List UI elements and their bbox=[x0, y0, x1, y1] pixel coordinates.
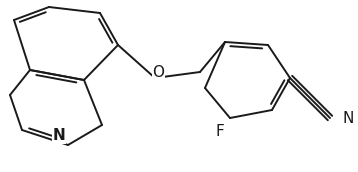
Text: F: F bbox=[216, 124, 224, 139]
Text: N: N bbox=[52, 128, 65, 143]
Text: O: O bbox=[153, 65, 165, 80]
Text: N: N bbox=[343, 111, 354, 126]
